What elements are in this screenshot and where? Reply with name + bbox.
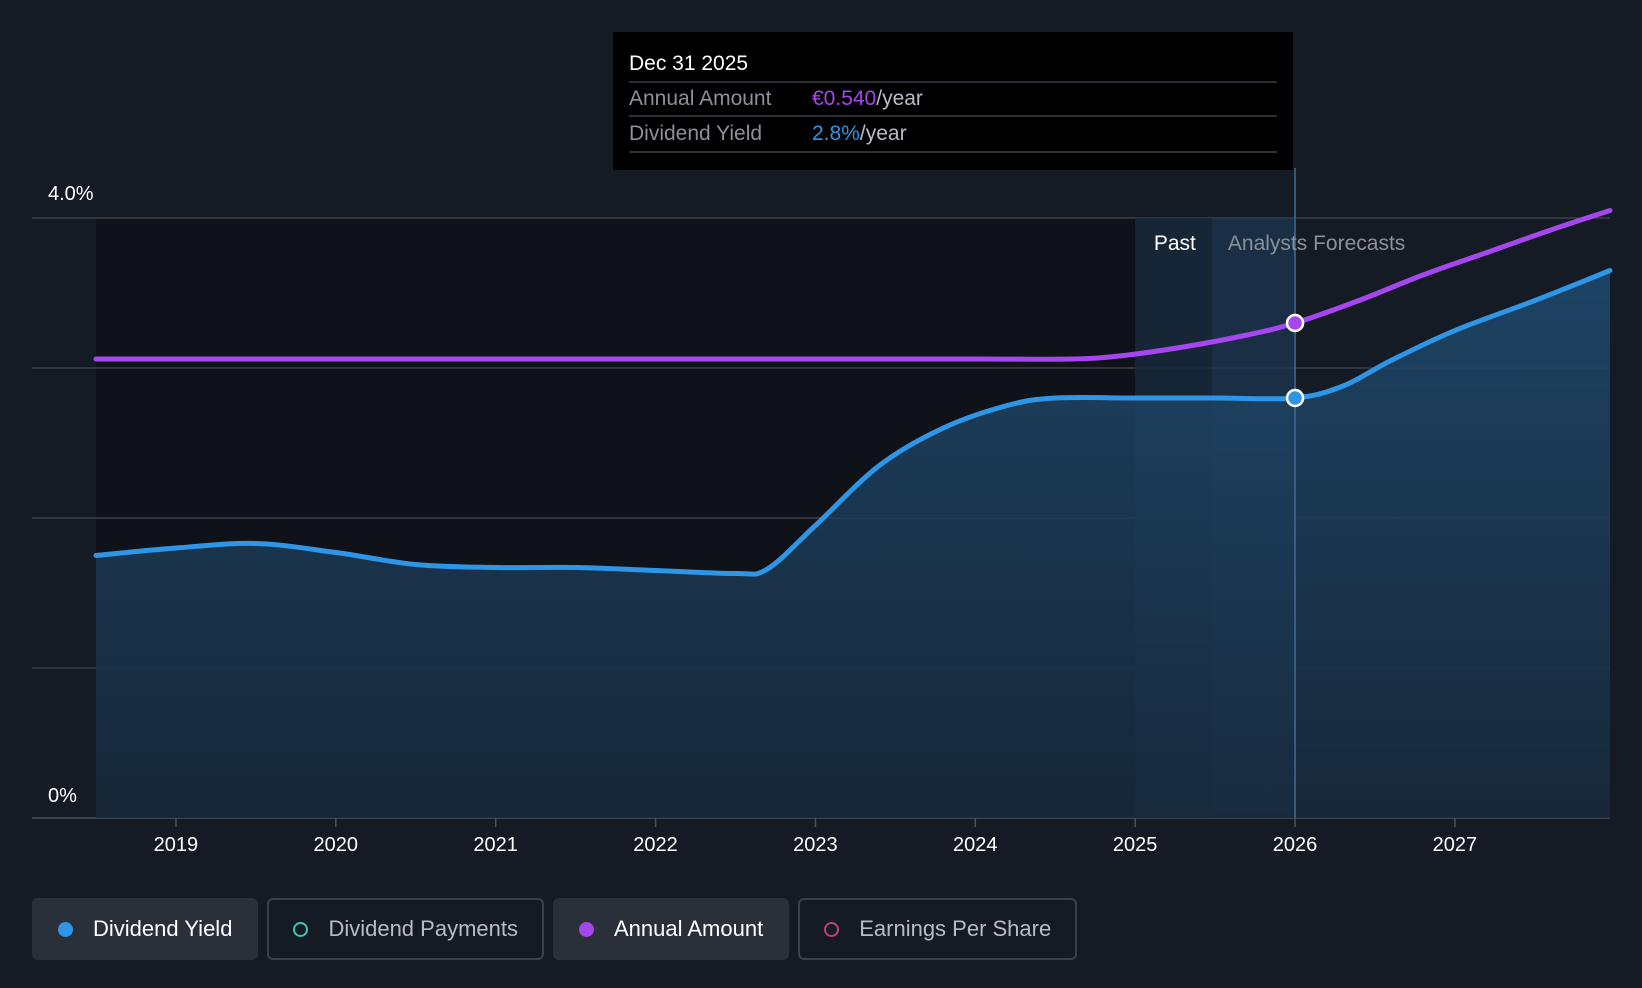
x-tick-label: 2020 [314,834,359,856]
y-tick-label-max: 4.0% [48,183,94,205]
tooltip-yield-value: 2.8% [812,122,860,145]
marker-annual-amount[interactable] [1285,313,1305,333]
legend-dot-icon [578,921,594,937]
legend-label: Dividend Yield [93,916,233,941]
legend-item-annual-amount[interactable]: Annual Amount [552,898,790,960]
legend-item-dividend-payments[interactable]: Dividend Payments [267,898,544,960]
tooltip-annual-value: €0.540 [812,87,876,110]
tooltip-yield-suffix: /year [860,122,907,145]
legend-item-earnings-per-share[interactable]: Earnings Per Share [798,898,1078,960]
legend-label: Dividend Payments [328,916,518,941]
x-tick-label: 2022 [633,834,678,856]
forecast-region-label: Analysts Forecasts [1228,232,1405,255]
tooltip-annual-value-line: €0.540/year [812,87,923,110]
x-tick-label: 2021 [473,834,518,856]
legend-label: Earnings Per Share [859,916,1052,941]
hover-markers [1285,313,1305,408]
x-tick-label: 2025 [1113,834,1158,856]
tooltip-date: Dec 31 2025 [629,52,748,75]
legend-item-dividend-yield[interactable]: Dividend Yield [32,898,259,960]
tooltip-yield-value-line: 2.8%/year [812,122,907,145]
x-axis: 2019 2020 2021 2022 2023 2024 2025 2026 2027 [154,818,1477,856]
series-line-annual-amount [93,208,1613,362]
x-tick-label: 2024 [953,834,998,856]
x-tick-label: 2019 [154,834,199,856]
x-tick-label: 2023 [793,834,838,856]
legend-label: Annual Amount [613,916,764,941]
tooltip: Dec 31 2025 Annual Amount €0.540/year Di… [613,32,1293,170]
series-line-dividend-yield [93,268,1613,577]
legend: Dividend Yield Dividend Payments Annual … [32,898,1078,960]
x-tick-label: 2027 [1433,834,1478,856]
x-tick-label: 2026 [1273,834,1318,856]
tooltip-annual-suffix: /year [876,87,923,110]
legend-ring-icon [293,921,309,937]
legend-dot-icon [58,921,73,937]
marker-dividend-yield[interactable] [1285,388,1305,408]
series-area-dividend-yield [96,270,1610,818]
tooltip-yield-label: Dividend Yield [629,122,762,145]
tooltip-background [613,32,1293,170]
y-tick-label-min: 0% [48,785,77,807]
legend-ring-icon [824,921,840,937]
past-region-label: Past [1154,232,1196,255]
series-layer [93,208,1613,818]
tooltip-annual-label: Annual Amount [629,87,772,110]
